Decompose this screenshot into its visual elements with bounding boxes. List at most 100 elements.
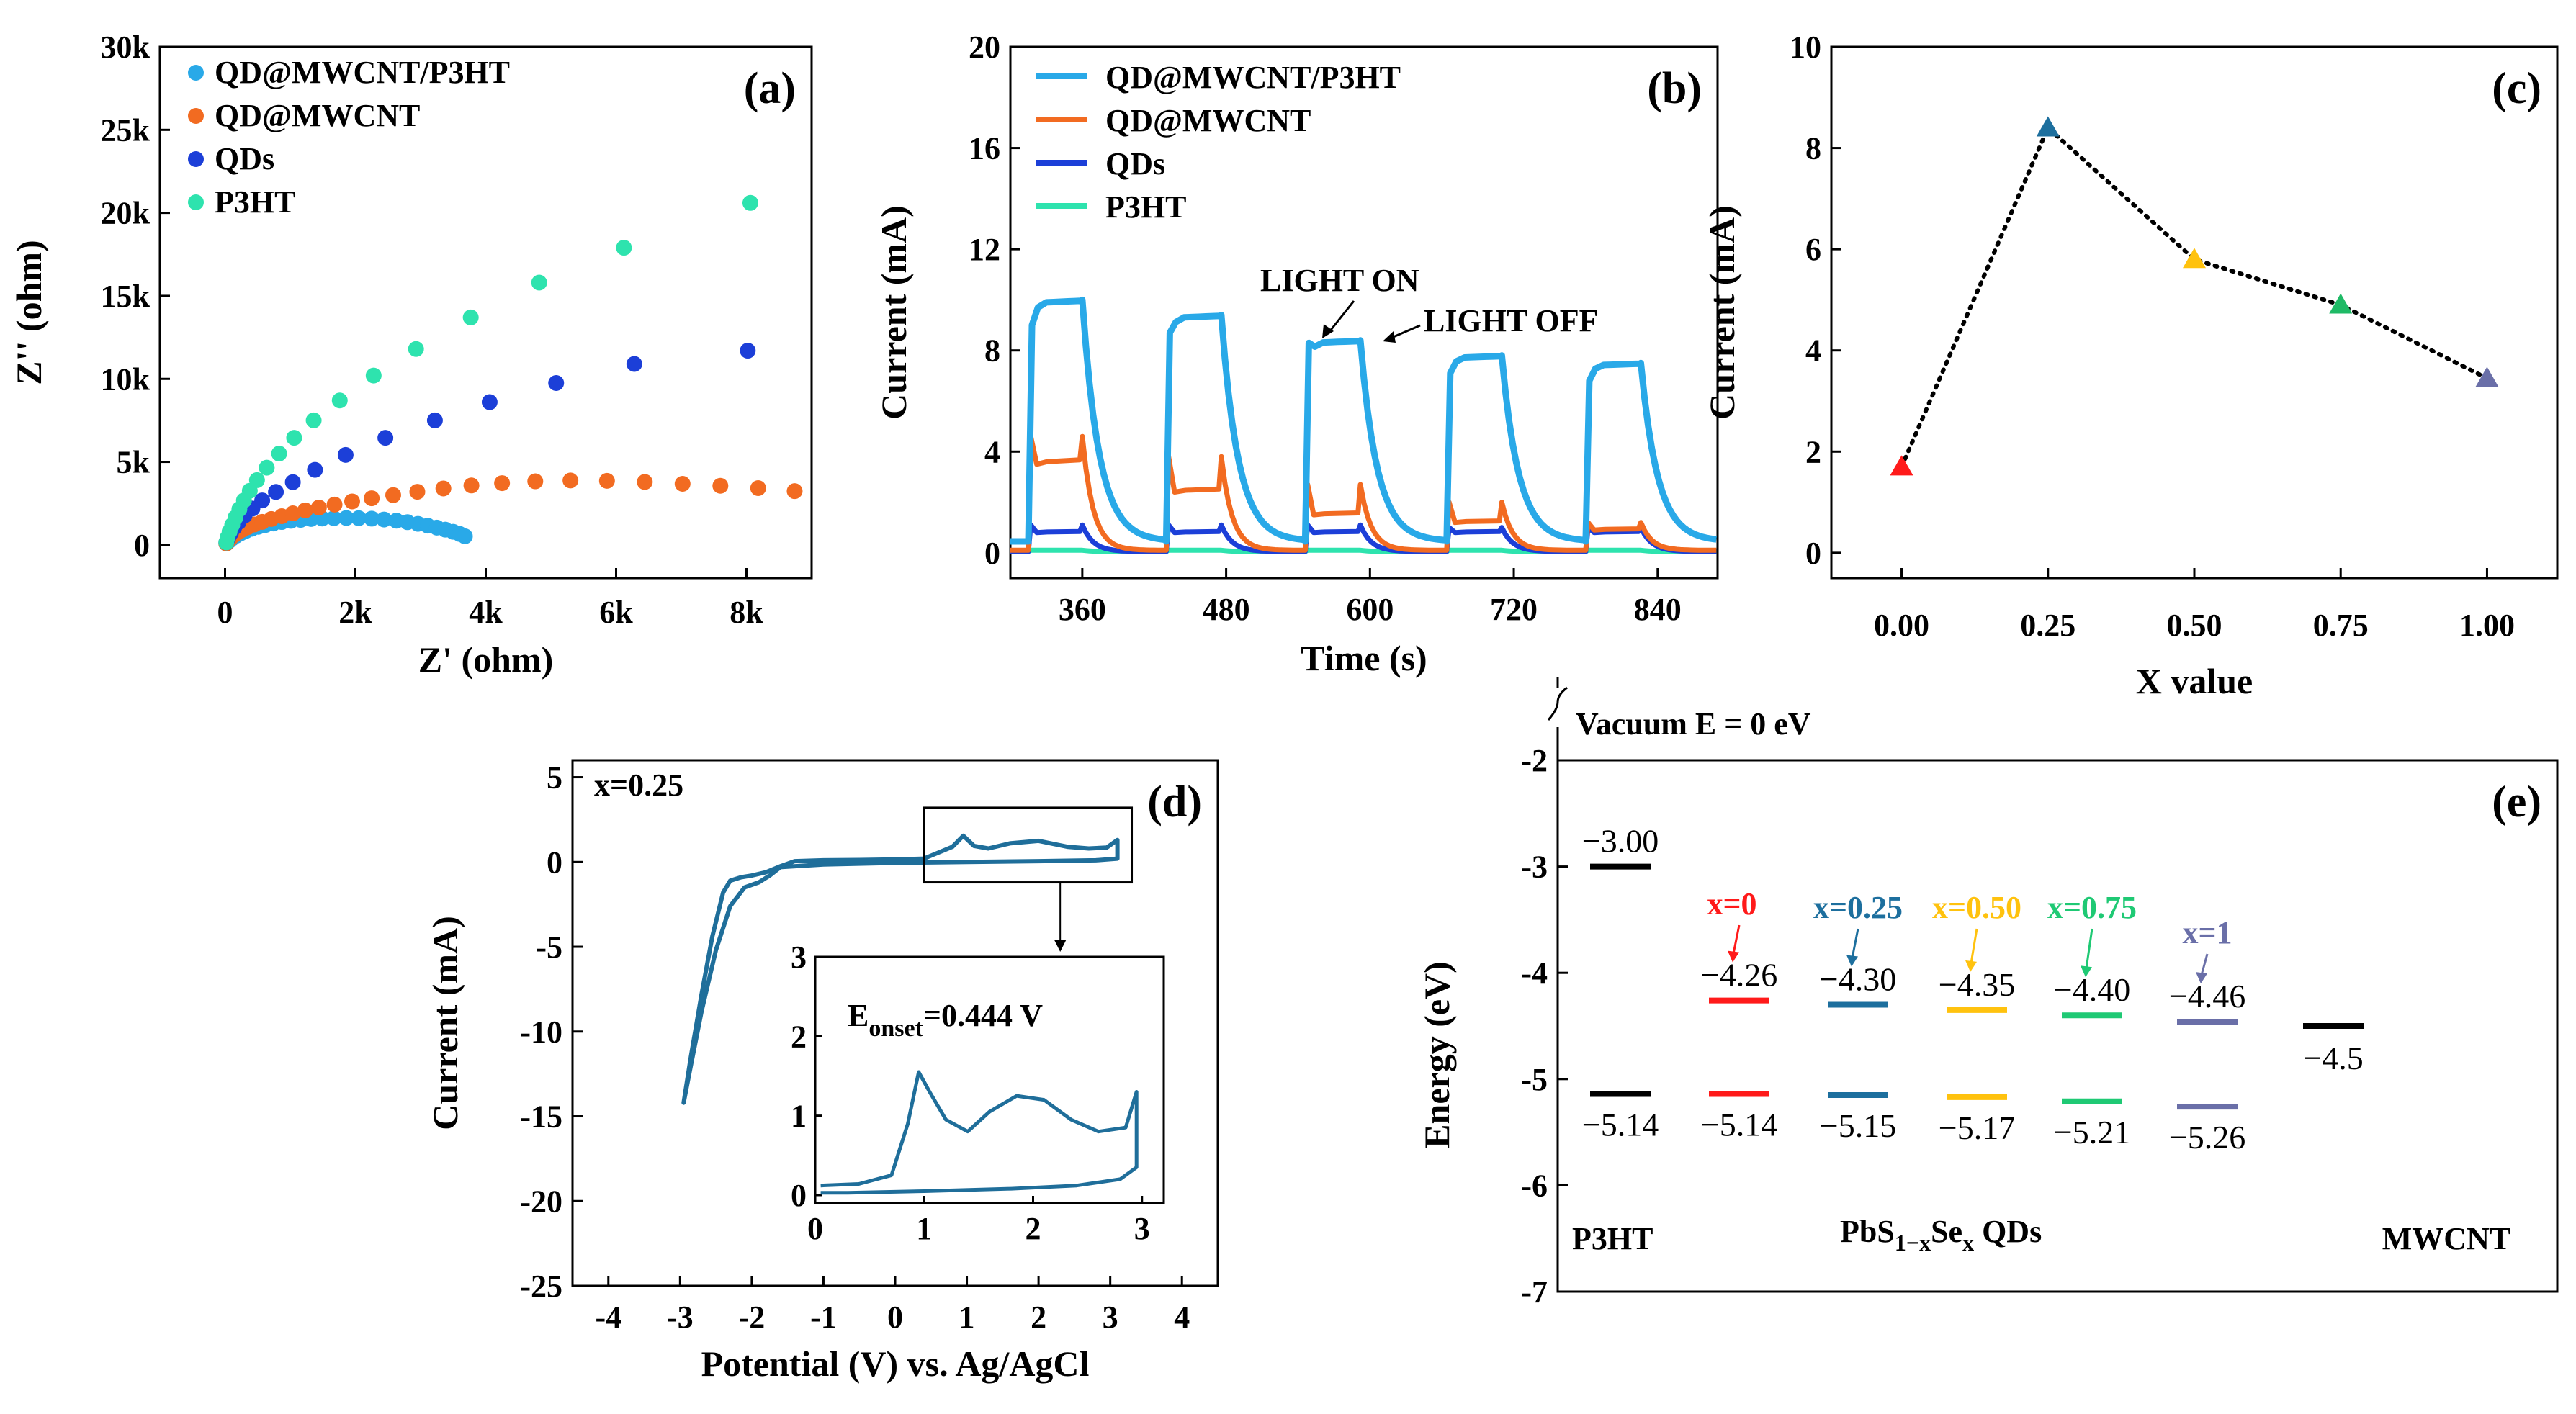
legend-marker <box>188 108 204 124</box>
inset-y-tick-label: 0 <box>791 1178 807 1213</box>
trend-line <box>1899 124 2490 469</box>
y-tick-label: 10 <box>1790 30 1821 65</box>
x-axis-label: Time (s) <box>1301 638 1427 678</box>
inset-y-tick-label: 1 <box>791 1099 807 1134</box>
data-point <box>531 274 547 291</box>
level-label-lower: −5.14 <box>1582 1106 1659 1143</box>
series-P3HT <box>218 194 758 551</box>
data-point <box>2036 116 2060 137</box>
legend-label: QD@MWCNT/P3HT <box>215 55 510 90</box>
legend-label: P3HT <box>1105 189 1186 225</box>
data-point <box>481 394 498 410</box>
level-label-upper: −4.46 <box>2169 978 2245 1014</box>
level-label-upper: −4.26 <box>1701 957 1777 994</box>
y-tick-label: 0 <box>1805 536 1821 571</box>
series-line-QD@MWCNT/P3HT <box>1010 296 1717 545</box>
data-point <box>305 412 322 428</box>
panel-b: 360 480 600 720 840 0 4 8 12 16 20 Time (s) Current … <box>874 30 1719 678</box>
data-point <box>426 412 443 428</box>
data-point <box>462 309 479 325</box>
x-tick-label: -3 <box>667 1300 694 1335</box>
data-point <box>284 474 301 490</box>
y-tick-label: 8 <box>984 333 1000 369</box>
data-point <box>494 475 511 492</box>
data-point <box>626 356 642 372</box>
data-point <box>712 477 729 494</box>
inset-y-tick-label: 3 <box>791 940 807 975</box>
plot-frame <box>1830 45 2559 580</box>
light-off-arrow <box>1389 324 1421 340</box>
y-axis-label: Current (mA) <box>874 205 914 420</box>
series-QD@MWCNT <box>218 472 803 551</box>
level-label-upper: −4.35 <box>1939 966 2015 1003</box>
data-point <box>254 492 271 509</box>
x-tick-label: -4 <box>595 1300 621 1335</box>
panel-label: (c) <box>2492 64 2541 113</box>
qds-part: Se <box>1931 1214 1962 1249</box>
data-point <box>365 367 382 384</box>
x-tick-label: 0.00 <box>1874 608 1929 643</box>
cv-curve <box>681 833 1120 1105</box>
data-point <box>377 430 394 446</box>
axis-break <box>1547 677 1568 760</box>
group-label-mwcnt: MWCNT <box>2382 1221 2510 1256</box>
level-label-upper: −4.30 <box>1820 960 1896 997</box>
x-tick-label: 600 <box>1346 592 1394 627</box>
data-point <box>2329 293 2353 314</box>
x-tick-label: 0.75 <box>2313 608 2369 643</box>
x-axis-label: Potential (V) vs. Ag/AgCl <box>701 1343 1090 1384</box>
data-point <box>740 343 756 359</box>
y-tick-label: -5 <box>536 929 562 965</box>
arrow-head <box>1728 950 1739 963</box>
y-tick-label: 20k <box>101 196 151 231</box>
composition-arrow <box>2200 953 2209 976</box>
inset-x-tick-label: 2 <box>1026 1211 1041 1246</box>
x-tick-label: 0.25 <box>2020 608 2075 643</box>
data-point <box>259 459 275 476</box>
legend-label: QD@MWCNT/P3HT <box>1105 60 1401 95</box>
inset-x-tick-label: 1 <box>916 1211 932 1246</box>
composition-label: x=1 <box>2182 915 2232 950</box>
y-tick-label: 30k <box>101 30 151 65</box>
onset-label-value: =0.444 V <box>923 998 1043 1033</box>
panel-c: 0.00 0.25 0.50 0.75 1.00 0 2 4 6 8 10 X value Curren… <box>1702 30 2559 701</box>
y-tick-label: -7 <box>1521 1274 1548 1310</box>
plot-frame <box>1009 45 1719 580</box>
x-tick-label: 6k <box>599 595 633 630</box>
vacuum-label: Vacuum E = 0 eV <box>1576 706 1811 742</box>
y-tick-label: 5k <box>117 445 151 480</box>
data-point <box>742 194 758 211</box>
level-label-lower: −5.21 <box>2054 1114 2130 1150</box>
panel-label: (a) <box>744 64 796 113</box>
data-point <box>616 240 632 256</box>
x-tick-label: 840 <box>1634 592 1682 627</box>
x-tick-label: 0 <box>887 1300 903 1335</box>
arrow-head <box>2081 965 2092 978</box>
data-point <box>674 476 691 492</box>
light-on-label: LIGHT ON <box>1260 263 1419 298</box>
y-tick-label: 10k <box>101 361 151 397</box>
y-tick-label: 2 <box>1805 434 1821 469</box>
data-point <box>786 483 803 500</box>
y-tick-label: 25k <box>101 112 151 148</box>
y-tick-label: 20 <box>969 30 1000 65</box>
data-point <box>326 510 342 526</box>
x-tick-label: -1 <box>810 1300 837 1335</box>
panel-label: (d) <box>1147 778 1202 827</box>
y-tick-label: 15k <box>101 279 151 314</box>
data-point <box>331 392 348 409</box>
series-line-QD@MWCNT <box>1010 433 1717 553</box>
y-tick-label: -20 <box>520 1184 562 1219</box>
x-tick-label: 360 <box>1059 592 1106 627</box>
level-label-upper: −4.40 <box>2054 971 2130 1008</box>
x-tick-label: 4 <box>1174 1300 1190 1335</box>
panel-label: (b) <box>1647 64 1702 113</box>
data-point <box>268 484 284 500</box>
y-tick-label: -25 <box>520 1269 562 1304</box>
inset-y-tick-label: 2 <box>791 1019 807 1054</box>
composition-label: x=0.25 <box>1813 890 1903 925</box>
legend-label: QDs <box>215 141 274 176</box>
qds-sub: x <box>1962 1230 1974 1256</box>
qds-part: PbS <box>1840 1214 1895 1249</box>
